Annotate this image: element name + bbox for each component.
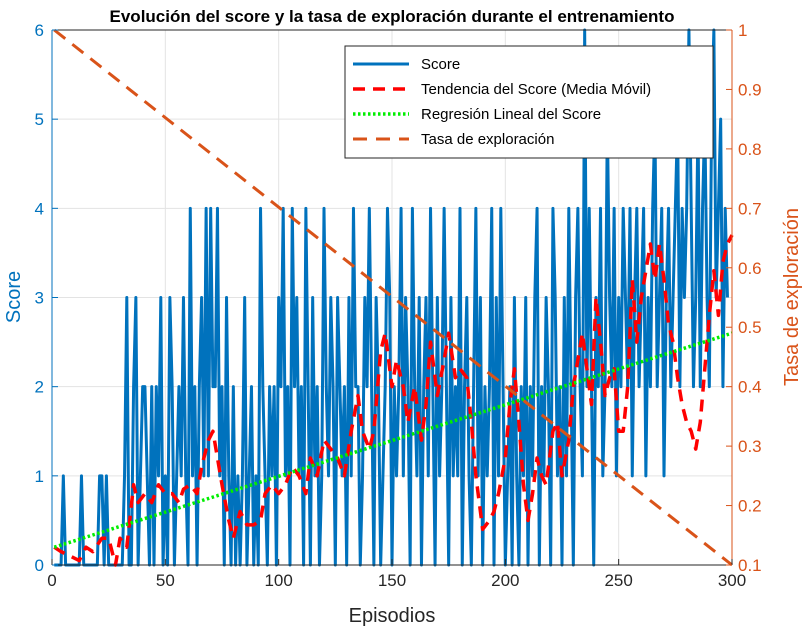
y-left-tick-label-5: 5 [35,110,44,129]
x-tick-label-6: 300 [718,571,746,590]
y-left-tick-label-3: 3 [35,289,44,308]
y-right-tick-label-5: 0.6 [738,259,762,278]
y-left-tick-label-6: 6 [35,21,44,40]
x-tick-label-3: 150 [378,571,406,590]
series-line-2 [53,331,733,549]
y-right-tick-label-4: 0.5 [738,318,762,337]
legend: Score Tendencia del Score (Media Móvil) Re… [344,45,714,159]
legend-entry-3: Tasa de exploración [421,131,554,148]
x-tick-label-5: 250 [604,571,632,590]
x-tick-label-4: 200 [491,571,519,590]
x-tick-label-0: 0 [47,571,56,590]
axes: 0 50 100 150 200 250 300 0 1 2 3 4 5 6 0.1 0.2 0.3 0.4 0.5… [35,21,762,590]
y-right-tick-label-9: 1 [738,21,747,40]
y-left-tick-label-2: 2 [35,378,44,397]
series-line-3 [53,28,733,567]
series-line-1 [53,234,734,567]
legend-entry-1: Tendencia del Score (Media Móvil) [421,81,651,98]
legend-entry-2: Regresión Lineal del Score [421,106,601,123]
series-line-0 [54,28,729,567]
y-right-tick-label-7: 0.8 [738,140,762,159]
y-axis-left-label: Score [3,271,25,323]
y-left-tick-label-0: 0 [35,556,44,575]
y-right-tick-label-8: 0.9 [738,80,762,99]
chart-title: Evolución del score y la tasa de explora… [110,7,675,26]
y-right-tick-label-3: 0.4 [738,378,762,397]
x-axis-label: Episodios [349,605,436,627]
y-axis-right-label: Tasa de exploración [781,208,803,386]
series-layer [53,28,734,567]
y-left-tick-label-1: 1 [35,467,44,486]
y-right-tick-label-0: 0.1 [738,556,762,575]
x-tick-label-2: 100 [264,571,292,590]
y-right-tick-label-2: 0.3 [738,437,762,456]
y-right-tick-label-1: 0.2 [738,497,762,516]
legend-entry-0: Score [421,56,460,73]
y-right-tick-label-6: 0.7 [738,199,762,218]
x-tick-label-1: 50 [156,571,175,590]
y-left-tick-label-4: 4 [35,199,44,218]
